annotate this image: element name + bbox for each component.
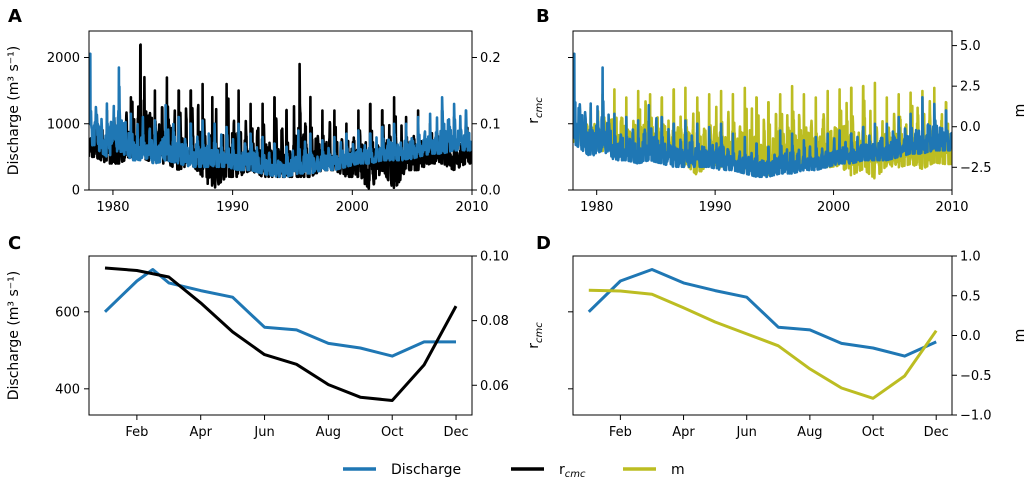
- legend-label-main: m: [671, 462, 685, 478]
- left-y-axis-label: Discharge (m³ s⁻¹): [6, 46, 22, 176]
- right-y-axis-label-main: r: [526, 343, 542, 349]
- legend: Discharge rcmc m: [343, 462, 685, 480]
- x-tick-label: 2010: [455, 200, 488, 215]
- right-y-tick-label: 1.0: [960, 250, 981, 265]
- series-line-discharge: [103, 268, 456, 358]
- legend-label-discharge: Discharge: [391, 462, 461, 478]
- right-y-tick-label: −0.5: [960, 369, 992, 384]
- axes-frame: [572, 255, 953, 416]
- panel-letter: B: [536, 6, 550, 27]
- series-line-rcmc: [104, 266, 458, 402]
- x-tick-label: Apr: [189, 425, 212, 440]
- x-tick-label: Dec: [924, 425, 949, 440]
- legend-label-rcmc: rcmc: [559, 462, 586, 480]
- panel-C: Feb Apr Jun Aug Oct Dec 400 600 0.06 0.08 0.10 Disc…: [6, 233, 545, 440]
- plot-area: [587, 268, 938, 400]
- right-y-axis-label: m: [1012, 329, 1028, 343]
- left-y-tick-label: 600: [55, 305, 80, 320]
- right-y-axis-label: m: [1012, 104, 1028, 118]
- x-tick-label: Feb: [609, 425, 632, 440]
- plot-area: [103, 266, 458, 402]
- panel-D: Feb Apr Jun Aug Oct Dec −1.0 −0.5 0.0 0.5 1.0 m D: [536, 233, 1028, 440]
- right-y-tick-label: 0.1: [480, 117, 501, 132]
- right-y-tick-label: 5.0: [960, 39, 981, 54]
- panel-A: 1980 1990 2000 2010 0 1000 2000 0.0 0.1 0.2 Discha…: [6, 6, 545, 215]
- right-y-tick-label: 0.10: [480, 250, 509, 265]
- right-y-axis-label-main: m: [1012, 329, 1028, 343]
- axes-frame: [88, 255, 473, 416]
- legend-label-main: Discharge: [391, 462, 461, 478]
- panel-letter: A: [8, 6, 22, 27]
- axes-frame: [572, 30, 953, 191]
- left-y-tick-label: 2000: [47, 51, 80, 66]
- right-y-tick-label: −1.0: [960, 409, 992, 424]
- panel-letter: C: [8, 233, 21, 254]
- right-y-tick-label: 0.0: [480, 184, 501, 199]
- right-y-tick-label: −2.5: [960, 161, 992, 176]
- x-tick-label: Apr: [672, 425, 695, 440]
- x-tick-label: 2000: [817, 200, 850, 215]
- right-y-axis-label-main: m: [1012, 104, 1028, 118]
- right-y-axis-label-sub: cmc: [534, 322, 545, 343]
- right-y-tick-label: 2.5: [960, 80, 981, 95]
- x-tick-label: Aug: [316, 425, 341, 440]
- series-line-discharge: [587, 268, 937, 358]
- right-y-tick-label: 0.0: [960, 120, 981, 135]
- legend-label-sub: cmc: [565, 469, 586, 480]
- x-tick-label: Jun: [253, 425, 274, 440]
- plot-area: [573, 52, 952, 180]
- right-y-axis-label: rcmc: [526, 322, 545, 349]
- legend-label-m: m: [671, 462, 685, 478]
- right-y-tick-label: 0.2: [480, 51, 501, 66]
- series-line-m: [588, 288, 938, 400]
- x-tick-label: 1990: [699, 200, 732, 215]
- legend-label-main: r: [559, 462, 565, 478]
- x-tick-label: 1990: [216, 200, 249, 215]
- panel-letter: D: [536, 233, 551, 254]
- right-y-tick-label: 0.5: [960, 289, 981, 304]
- x-tick-label: Jun: [736, 425, 757, 440]
- x-tick-label: Feb: [125, 425, 148, 440]
- right-y-axis-label: rcmc: [526, 97, 545, 124]
- series-line-discharge: [573, 52, 952, 179]
- right-y-tick-label: 0.06: [480, 379, 509, 394]
- x-tick-label: 2010: [935, 200, 968, 215]
- left-y-axis-label: Discharge (m³ s⁻¹): [6, 271, 22, 401]
- left-y-tick-label: 0: [72, 184, 80, 199]
- left-y-tick-label: 1000: [47, 117, 80, 132]
- x-tick-label: 1980: [580, 200, 613, 215]
- axes-frame: [88, 30, 473, 191]
- x-tick-label: Oct: [862, 425, 884, 440]
- right-y-axis-label-sub: cmc: [534, 97, 545, 118]
- right-y-tick-label: 0.08: [480, 314, 509, 329]
- right-y-tick-label: 0.0: [960, 329, 981, 344]
- panel-B: 1980 1990 2000 2010 −2.5 0.0 2.5 5.0 m B: [536, 6, 1028, 215]
- x-tick-label: 1980: [96, 200, 129, 215]
- x-tick-label: Dec: [443, 425, 468, 440]
- left-y-tick-label: 400: [55, 382, 80, 397]
- series-line-discharge: [89, 52, 472, 179]
- right-y-axis-label-main: r: [526, 118, 542, 124]
- plot-area: [89, 43, 472, 190]
- x-tick-label: Aug: [797, 425, 822, 440]
- x-tick-label: Oct: [381, 425, 403, 440]
- x-tick-label: 2000: [336, 200, 369, 215]
